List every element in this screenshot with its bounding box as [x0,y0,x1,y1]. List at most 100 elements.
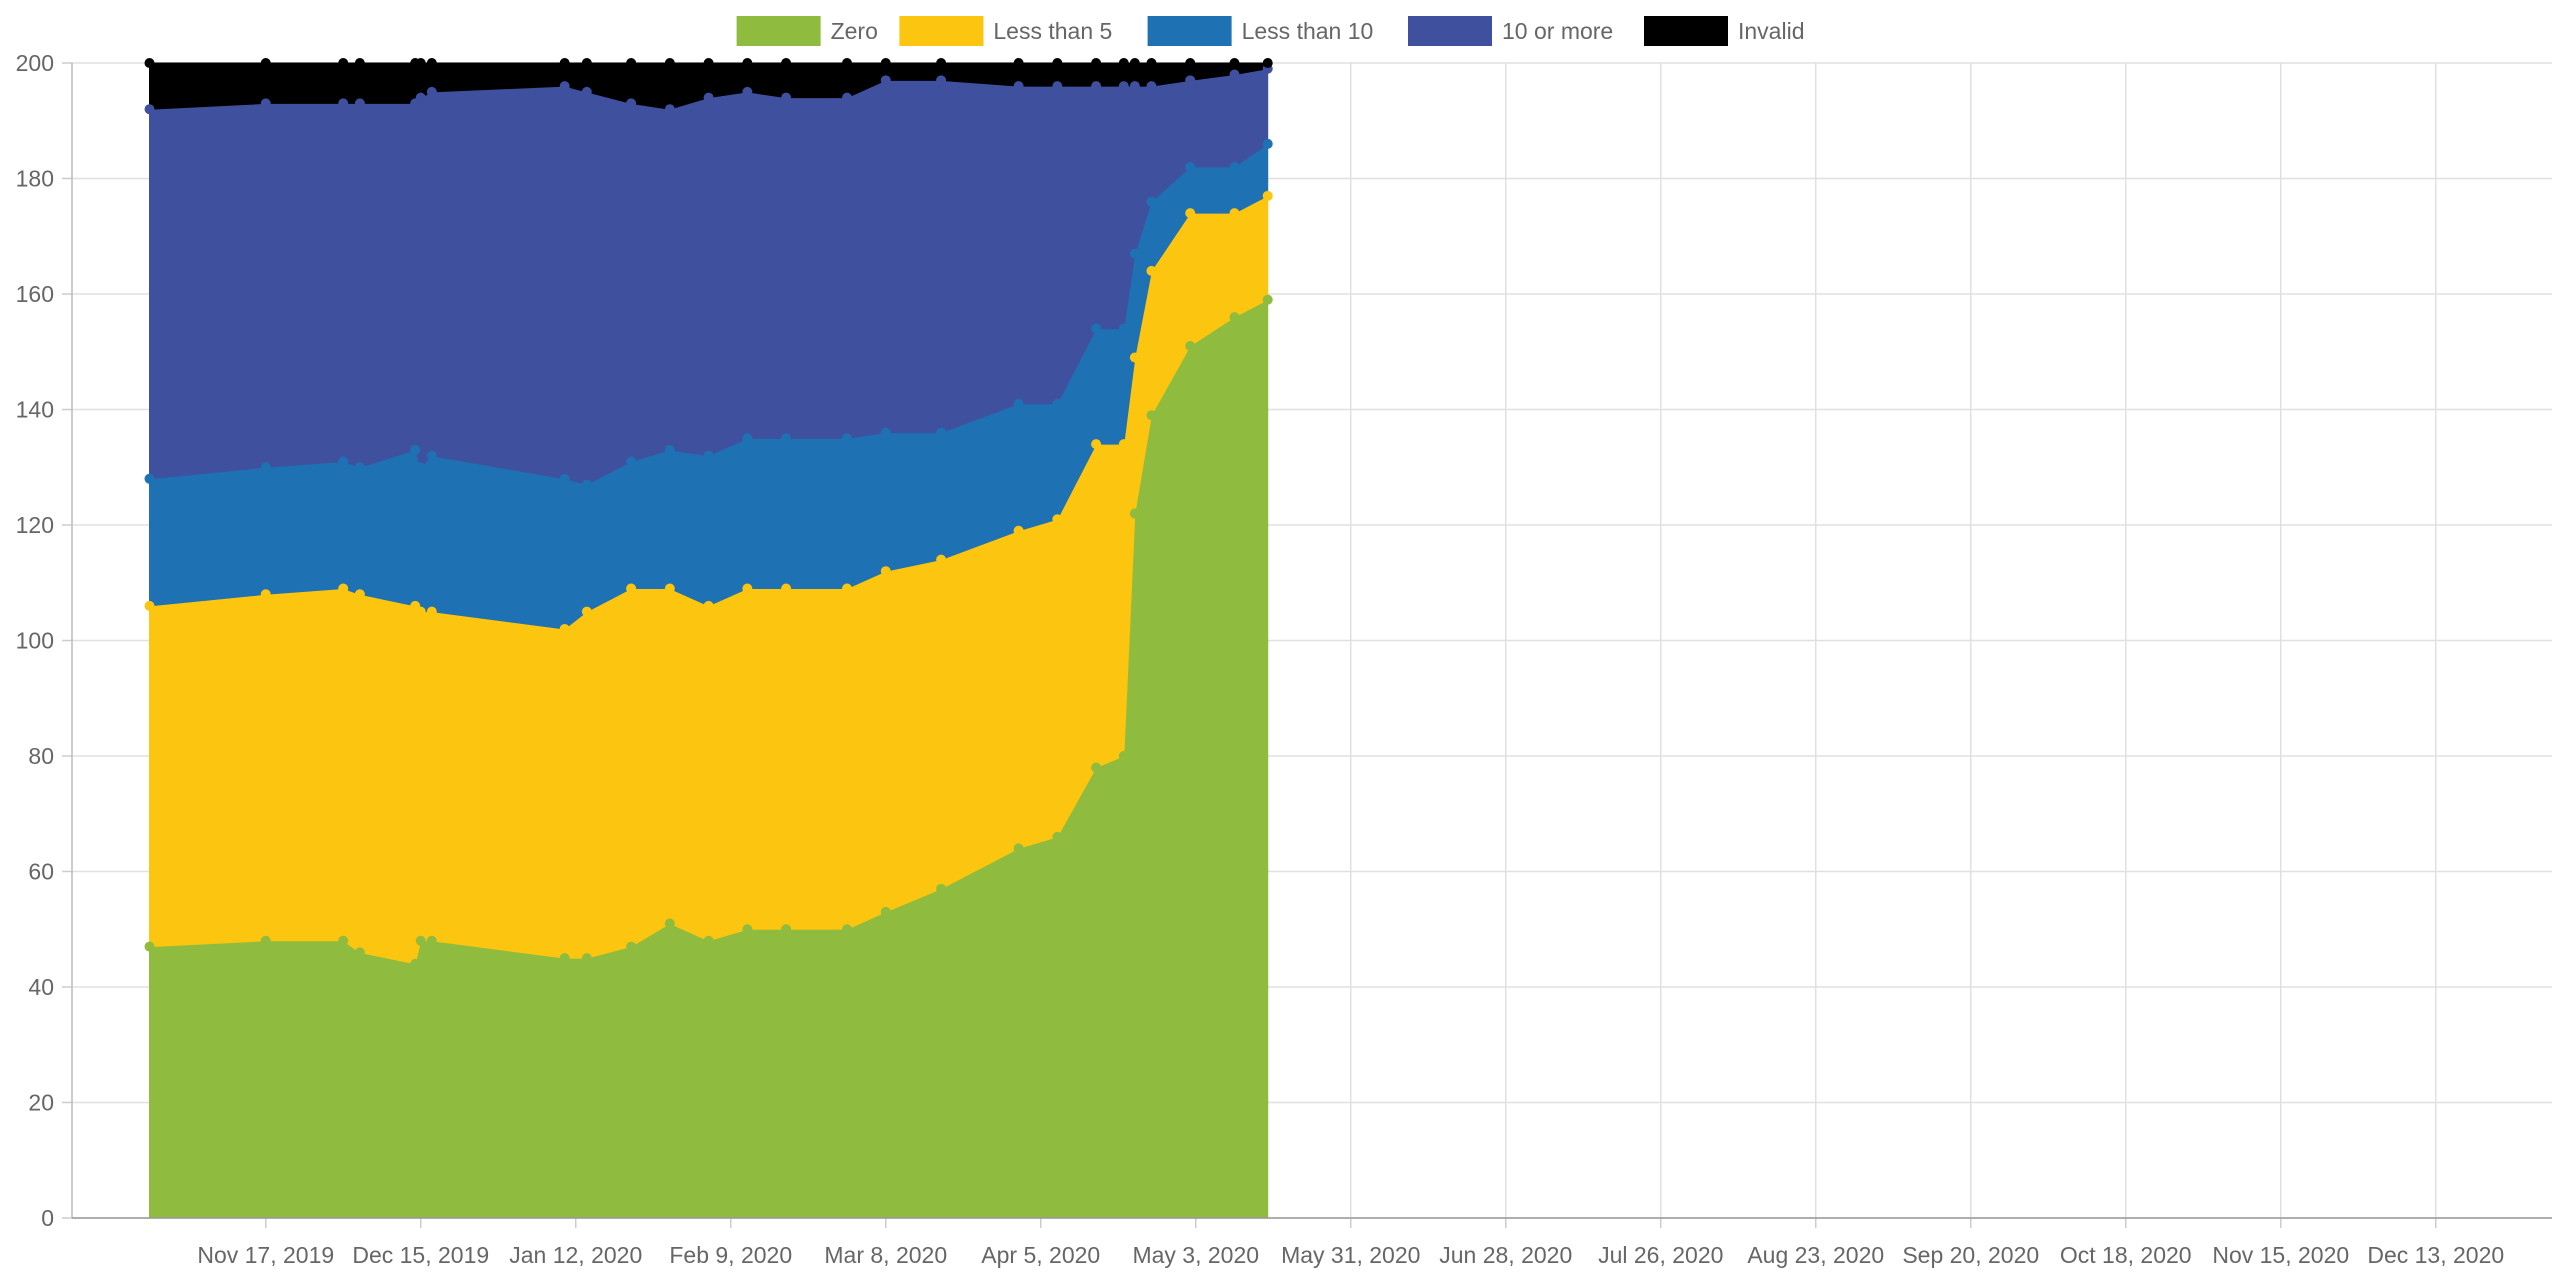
legend-item[interactable]: Less than 5 [899,16,1112,46]
data-point[interactable] [415,606,426,617]
data-point[interactable] [1091,58,1102,68]
data-point[interactable] [1013,525,1024,536]
data-point[interactable] [1185,340,1196,351]
data-point[interactable] [1146,410,1157,421]
data-point[interactable] [1091,439,1102,450]
data-point[interactable] [559,58,570,68]
data-point[interactable] [1129,58,1140,68]
data-point[interactable] [581,58,592,68]
data-point[interactable] [338,98,349,109]
data-point[interactable] [338,58,349,68]
data-point[interactable] [426,58,437,68]
data-point[interactable] [1229,161,1240,172]
data-point[interactable] [1118,81,1129,92]
data-point[interactable] [1052,831,1063,842]
data-point[interactable] [626,583,637,594]
data-point[interactable] [1013,81,1024,92]
data-point[interactable] [703,450,714,461]
data-point[interactable] [1229,312,1240,323]
data-point[interactable] [664,583,675,594]
data-point[interactable] [426,450,437,461]
data-point[interactable] [880,427,891,438]
data-point[interactable] [703,92,714,103]
data-point[interactable] [842,924,852,935]
data-point[interactable] [559,473,570,484]
data-point[interactable] [354,462,365,473]
data-point[interactable] [410,958,421,969]
data-point[interactable] [1091,762,1102,773]
legend-item[interactable]: Invalid [1644,16,1804,46]
data-point[interactable] [581,479,592,490]
data-point[interactable] [626,98,637,109]
data-point[interactable] [415,935,426,946]
data-point[interactable] [1146,196,1157,207]
data-point[interactable] [581,953,592,964]
data-point[interactable] [338,935,349,946]
data-point[interactable] [410,444,421,455]
data-point[interactable] [1262,58,1273,68]
data-point[interactable] [1262,190,1273,201]
data-point[interactable] [703,58,714,68]
data-point[interactable] [354,58,365,68]
data-point[interactable] [1262,138,1273,149]
data-point[interactable] [936,883,947,894]
data-point[interactable] [144,600,155,611]
data-point[interactable] [1229,58,1240,68]
data-point[interactable] [781,92,792,103]
data-point[interactable] [842,92,852,103]
data-point[interactable] [426,86,437,97]
data-point[interactable] [1052,398,1063,409]
data-point[interactable] [354,947,365,958]
data-point[interactable] [880,566,891,577]
data-point[interactable] [1091,81,1102,92]
data-point[interactable] [1052,514,1063,525]
legend-item[interactable]: 10 or more [1408,16,1613,46]
data-point[interactable] [1129,81,1140,92]
data-point[interactable] [1118,58,1129,68]
data-point[interactable] [781,433,792,444]
legend-item[interactable]: Zero [736,16,878,46]
data-point[interactable] [1129,248,1140,259]
data-point[interactable] [415,462,426,473]
data-point[interactable] [1118,439,1129,450]
data-point[interactable] [664,444,675,455]
data-point[interactable] [842,58,852,68]
data-point[interactable] [936,58,947,68]
data-point[interactable] [1229,69,1240,80]
data-point[interactable] [742,433,753,444]
legend-item[interactable]: Less than 10 [1147,16,1374,46]
data-point[interactable] [1185,58,1196,68]
data-point[interactable] [1185,208,1196,219]
data-point[interactable] [354,98,365,109]
data-point[interactable] [1185,75,1196,86]
data-point[interactable] [260,462,271,473]
data-point[interactable] [581,606,592,617]
data-point[interactable] [1052,58,1063,68]
data-point[interactable] [1013,843,1024,854]
data-point[interactable] [781,58,792,68]
data-point[interactable] [703,935,714,946]
data-point[interactable] [1262,294,1273,305]
data-point[interactable] [415,92,426,103]
data-point[interactable] [1185,161,1196,172]
data-point[interactable] [626,58,637,68]
data-point[interactable] [1013,398,1024,409]
data-point[interactable] [1129,508,1140,519]
data-point[interactable] [354,589,365,600]
data-point[interactable] [626,456,637,467]
data-point[interactable] [260,589,271,600]
data-point[interactable] [144,104,155,115]
data-point[interactable] [664,104,675,115]
data-point[interactable] [581,86,592,97]
data-point[interactable] [742,924,753,935]
data-point[interactable] [1118,323,1129,334]
data-point[interactable] [842,583,852,594]
data-point[interactable] [880,906,891,917]
data-point[interactable] [1146,265,1157,276]
data-point[interactable] [559,623,570,634]
data-point[interactable] [1118,751,1129,761]
data-point[interactable] [144,58,155,68]
data-point[interactable] [338,583,349,594]
data-point[interactable] [842,433,852,444]
data-point[interactable] [1052,81,1063,92]
